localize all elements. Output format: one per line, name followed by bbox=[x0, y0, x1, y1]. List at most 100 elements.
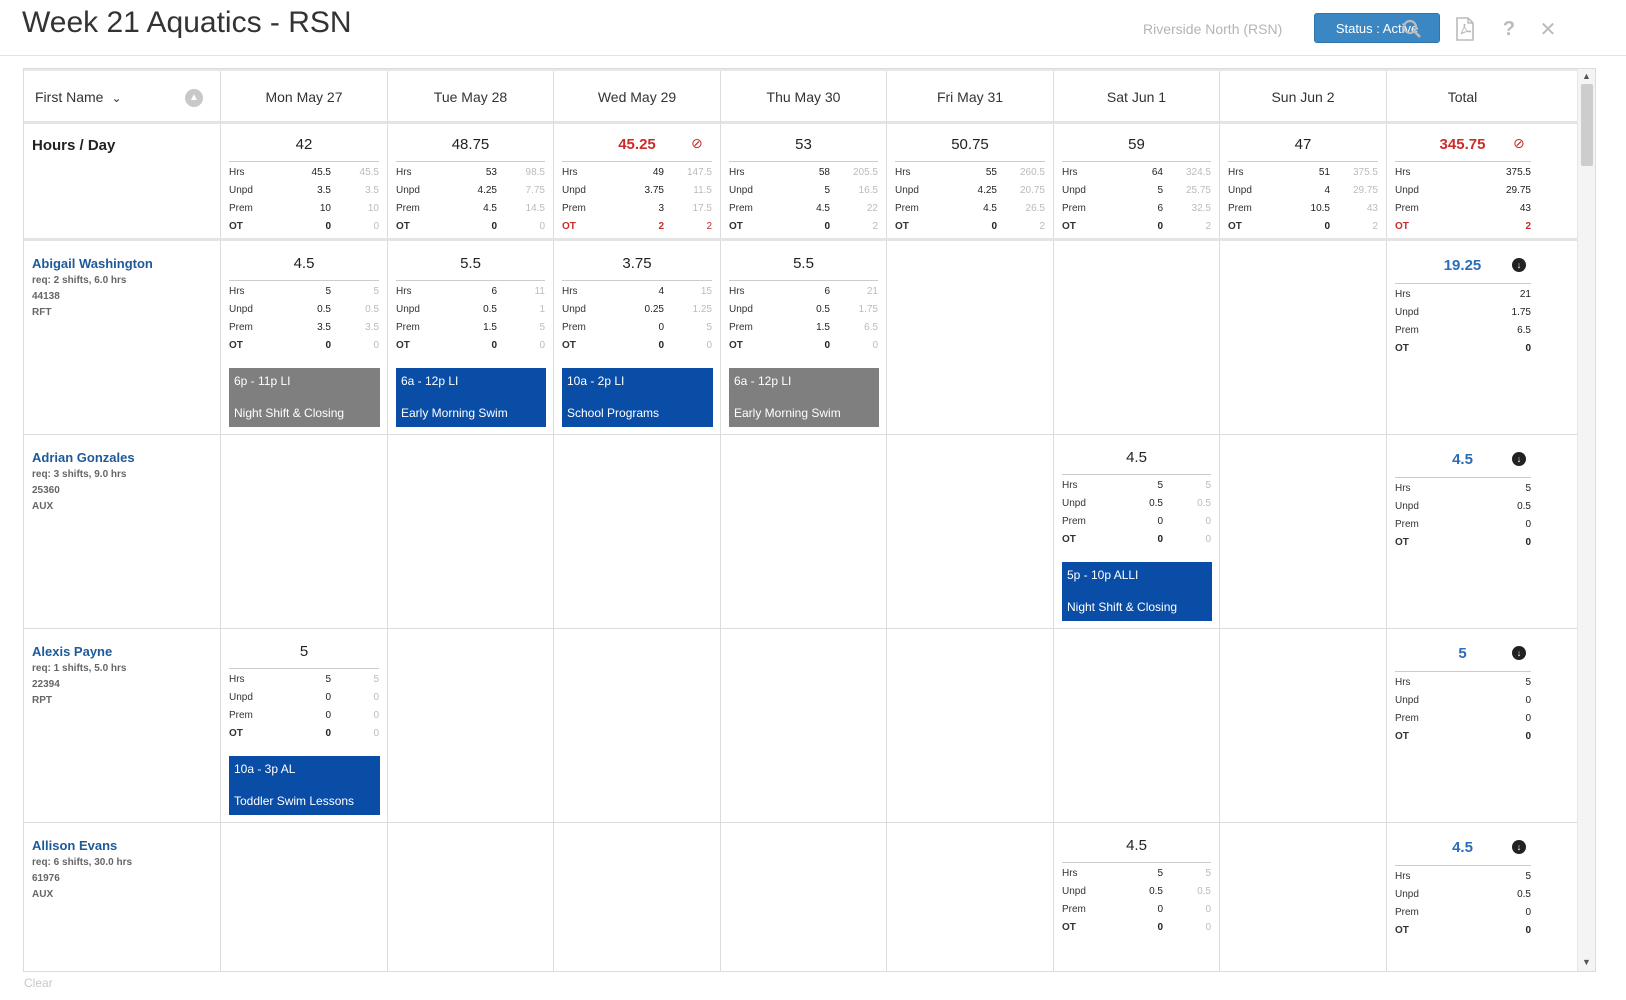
day-cell[interactable] bbox=[554, 435, 721, 628]
expand-icon[interactable]: ↓ bbox=[1512, 646, 1526, 660]
stat-row: Prem 4.5 22 bbox=[729, 198, 878, 216]
day-cell[interactable]: 3.75 Hrs 4 15 Unpd 0.25 1.25 Prem 0 5 OT 0 0 10a - 2p… bbox=[554, 241, 721, 434]
stat-value: 0 bbox=[1525, 695, 1531, 706]
day-cell[interactable] bbox=[221, 435, 388, 628]
collapse-icon[interactable]: ▲ bbox=[185, 89, 203, 107]
employee-id: 22394 bbox=[32, 679, 60, 690]
shift-block[interactable]: 10a - 3p AL Toddler Swim Lessons bbox=[229, 756, 380, 815]
scroll-thumb[interactable] bbox=[1581, 84, 1593, 166]
stat-row: Hrs 4 15 bbox=[562, 281, 712, 299]
stat-row: Prem 0 0 bbox=[229, 705, 379, 723]
day-cell[interactable] bbox=[388, 435, 554, 628]
shift-block[interactable]: 6a - 12p LI Early Morning Swim bbox=[396, 368, 546, 427]
page-title: Week 21 Aquatics - RSN bbox=[22, 6, 352, 39]
schedule-grid: First Name ⌄ ▲ Mon May 27 Tue May 28 Wed … bbox=[23, 68, 1596, 972]
day-cell[interactable] bbox=[1220, 241, 1387, 434]
day-cell[interactable] bbox=[554, 629, 721, 822]
search-icon[interactable] bbox=[1399, 16, 1425, 42]
stat-cumulative: 2 bbox=[706, 221, 712, 232]
status-button[interactable]: Status : Active bbox=[1314, 13, 1440, 43]
expand-icon[interactable]: ↓ bbox=[1512, 258, 1526, 272]
day-cell[interactable]: 48.75 Hrs 53 98.5 Unpd 4.25 7.75 Prem 4.5 14.5 OT 0… bbox=[388, 124, 554, 238]
stat-value: 0 bbox=[1525, 537, 1531, 548]
stat-row: Hrs 5 5 bbox=[229, 669, 379, 687]
stat-value: 5 bbox=[1157, 480, 1163, 491]
employee-name-link[interactable]: Adrian Gonzales bbox=[32, 450, 135, 465]
pdf-icon[interactable] bbox=[1452, 16, 1478, 42]
day-cell[interactable] bbox=[1054, 629, 1220, 822]
close-icon[interactable]: ✕ bbox=[1539, 18, 1557, 41]
day-cell[interactable] bbox=[887, 241, 1054, 434]
day-cell[interactable] bbox=[887, 823, 1054, 971]
stat-value: 0.25 bbox=[644, 304, 664, 315]
day-cell[interactable] bbox=[388, 629, 554, 822]
help-icon[interactable]: ? bbox=[1502, 17, 1516, 40]
clear-link[interactable]: Clear bbox=[24, 976, 53, 990]
stat-row: Unpd 0.5 1 bbox=[396, 299, 545, 317]
employee-row: Allison Evans req: 6 shifts, 30.0 hrs 6197… bbox=[24, 823, 1595, 971]
stat-label: Hrs bbox=[1395, 483, 1411, 494]
shift-time: 6p - 11p LI bbox=[234, 374, 291, 388]
stat-value: 1.5 bbox=[483, 322, 497, 333]
stat-row: Hrs 58 205.5 bbox=[729, 162, 878, 180]
shift-block[interactable]: 10a - 2p LI School Programs bbox=[562, 368, 713, 427]
day-cell[interactable]: 47 Hrs 51 375.5 Unpd 4 29.75 Prem 10.5 43 OT 0 2 bbox=[1220, 124, 1387, 238]
first-name-sort[interactable]: First Name ⌄ ▲ bbox=[24, 71, 221, 123]
chevron-down-icon[interactable]: ⌄ bbox=[111, 91, 122, 105]
stat-row: Unpd 0.5 0.5 bbox=[229, 299, 379, 317]
day-cell[interactable]: 4.5 Hrs 5 5 Unpd 0.5 0.5 Prem 0 0 OT 0 0 bbox=[1054, 823, 1220, 971]
expand-icon[interactable]: ↓ bbox=[1512, 840, 1526, 854]
day-cell[interactable] bbox=[721, 629, 887, 822]
day-total: 47 bbox=[1294, 136, 1312, 153]
column-header-day: Sun Jun 2 bbox=[1220, 71, 1387, 123]
day-cell[interactable]: 4.5 Hrs 5 5 Unpd 0.5 0.5 Prem 0 0 OT 0 0 5p - 10p ALL… bbox=[1054, 435, 1220, 628]
shift-block[interactable]: 6p - 11p LI Night Shift & Closing bbox=[229, 368, 380, 427]
day-cell[interactable] bbox=[1220, 823, 1387, 971]
day-cell[interactable] bbox=[721, 823, 887, 971]
day-cell[interactable] bbox=[887, 435, 1054, 628]
day-cell[interactable] bbox=[721, 435, 887, 628]
stat-label: OT bbox=[1228, 221, 1242, 232]
stats-table: Hrs 51 375.5 Unpd 4 29.75 Prem 10.5 43 OT 0 2 bbox=[1228, 161, 1378, 234]
shift-block[interactable]: 5p - 10p ALLI Night Shift & Closing bbox=[1062, 562, 1212, 621]
stat-value: 0 bbox=[1157, 534, 1163, 545]
day-cell[interactable] bbox=[1220, 629, 1387, 822]
stat-label: OT bbox=[1395, 731, 1409, 742]
scroll-up-icon[interactable]: ▲ bbox=[1582, 71, 1591, 81]
stat-cumulative: 2 bbox=[872, 221, 878, 232]
employee-name-link[interactable]: Allison Evans bbox=[32, 838, 118, 853]
day-cell[interactable]: 5.5 Hrs 6 21 Unpd 0.5 1.75 Prem 1.5 6.5 OT 0 0 6a - 1… bbox=[721, 241, 887, 434]
day-cell[interactable]: 50.75 Hrs 55 260.5 Unpd 4.25 20.75 Prem 4.5 26.5 O… bbox=[887, 124, 1054, 238]
day-cell[interactable]: 5.5 Hrs 6 11 Unpd 0.5 1 Prem 1.5 5 OT 0 0 6a - 12p LI… bbox=[388, 241, 554, 434]
day-cell[interactable]: 4.5 Hrs 5 5 Unpd 0.5 0.5 Prem 3.5 3.5 OT 0 0 6p - 11p… bbox=[221, 241, 388, 434]
day-cell[interactable] bbox=[221, 823, 388, 971]
stat-cumulative: 2 bbox=[1039, 221, 1045, 232]
expand-icon[interactable]: ↓ bbox=[1512, 452, 1526, 466]
stat-value: 4.25 bbox=[477, 185, 497, 196]
stat-label: Prem bbox=[1395, 713, 1419, 724]
day-cell[interactable]: 53 Hrs 58 205.5 Unpd 5 16.5 Prem 4.5 22 OT 0 2 bbox=[721, 124, 887, 238]
day-total: 45.25 bbox=[618, 136, 656, 153]
stat-row: OT 2 bbox=[1395, 216, 1531, 234]
day-cell[interactable]: 5 Hrs 5 5 Unpd 0 0 Prem 0 0 OT 0 0 10a - 3p AL Toddler… bbox=[221, 629, 388, 822]
employee-name-link[interactable]: Alexis Payne bbox=[32, 644, 113, 659]
day-cell[interactable] bbox=[554, 823, 721, 971]
day-cell[interactable]: 45.25 ⊘ Hrs 49 147.5 Unpd 3.75 11.5 Prem 3 17.5 OT 2… bbox=[554, 124, 721, 238]
stat-label: OT bbox=[229, 221, 243, 232]
stat-value: 0 bbox=[491, 340, 497, 351]
day-cell[interactable] bbox=[887, 629, 1054, 822]
stat-row: OT 0 bbox=[1395, 726, 1531, 744]
stat-label: Unpd bbox=[396, 185, 420, 196]
day-cell[interactable]: 42 Hrs 45.5 45.5 Unpd 3.5 3.5 Prem 10 10 OT 0 0 bbox=[221, 124, 388, 238]
stat-value: 5 bbox=[1157, 185, 1163, 196]
day-cell[interactable] bbox=[1054, 241, 1220, 434]
employee-name-link[interactable]: Abigail Washington bbox=[32, 256, 153, 271]
day-cell[interactable]: 59 Hrs 64 324.5 Unpd 5 25.75 Prem 6 32.5 OT 0 2 bbox=[1054, 124, 1220, 238]
day-cell[interactable] bbox=[388, 823, 554, 971]
stat-value: 0.5 bbox=[1149, 498, 1163, 509]
stat-row: Unpd 0.5 bbox=[1395, 496, 1531, 514]
shift-block[interactable]: 6a - 12p LI Early Morning Swim bbox=[729, 368, 879, 427]
scrollbar[interactable]: ▲ ▼ bbox=[1577, 69, 1595, 971]
day-cell[interactable] bbox=[1220, 435, 1387, 628]
scroll-down-icon[interactable]: ▼ bbox=[1582, 957, 1591, 967]
